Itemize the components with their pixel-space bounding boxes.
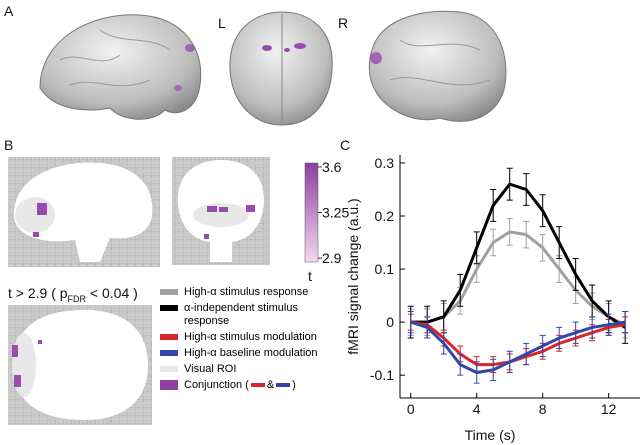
legend: High-α stimulus response α-independent st… [160, 286, 332, 395]
threshold-text: < 0.04 ) [86, 285, 138, 301]
panel-label: A [4, 3, 14, 19]
hemisphere-label: L [218, 15, 226, 31]
legend-swatch [276, 383, 291, 388]
legend-swatch [160, 334, 178, 340]
legend-text: & [266, 379, 275, 391]
legend-item: High-α baseline modulation [160, 347, 332, 360]
legend-swatch [160, 380, 178, 390]
legend-item: α-independent stimulus response [160, 302, 332, 328]
legend-swatch [250, 383, 265, 388]
colorbar-tick-label: 3.25 [322, 205, 349, 221]
series [407, 313, 629, 374]
y-axis-label: fMRI signal change (a.u.) [345, 198, 361, 354]
legend-item: Visual ROI [160, 363, 332, 376]
y-tick-label: 0.1 [375, 261, 395, 277]
hemisphere-label: R [338, 15, 348, 31]
colorbar [304, 162, 319, 263]
colorbar-tick-label: 2.9 [322, 250, 342, 266]
series-line [410, 182, 626, 329]
threshold-text: t > 2.9 ( p [8, 285, 68, 301]
legend-label: High-α baseline modulation [184, 347, 318, 359]
y-tick-label: 0 [386, 314, 394, 330]
legend-swatch [160, 350, 178, 356]
series-line [410, 230, 626, 327]
legend-text: ) [292, 379, 296, 391]
y-tick-label: 0.2 [375, 208, 395, 224]
legend-item: High-α stimulus modulation [160, 331, 332, 344]
legend-swatch [160, 366, 178, 372]
colorbar-label: t [308, 268, 312, 284]
x-tick-label: 4 [473, 401, 481, 417]
y-tick-label: -0.1 [370, 367, 394, 383]
colorbar-tick-label: 3.6 [322, 159, 342, 175]
panel-label: C [340, 137, 350, 153]
legend-label: α-independent stimulus response [184, 302, 298, 327]
series-line [410, 320, 626, 375]
x-tick-label: 8 [539, 401, 547, 417]
y-tick-label: 0.3 [375, 155, 395, 171]
threshold-subscript: FDR [68, 294, 87, 304]
series [407, 218, 629, 339]
legend-text: Conjunction ( [184, 379, 249, 391]
legend-swatch [160, 305, 178, 311]
threshold: t > 2.9 ( pFDR < 0.04 ) [8, 285, 138, 304]
error-bar [622, 311, 629, 334]
x-tick-label: 0 [407, 401, 415, 417]
legend-item: High-α stimulus response [160, 286, 332, 299]
panel-label: B [4, 137, 13, 153]
legend-label: Conjunction ( &) [184, 379, 296, 392]
legend-label: High-α stimulus response [184, 286, 309, 298]
legend-label: High-α stimulus modulation [184, 331, 317, 343]
x-axis-label: Time (s) [465, 427, 516, 443]
brain-renderings [39, 10, 507, 126]
legend-label: Visual ROI [184, 363, 237, 375]
x-tick-label: 12 [601, 401, 617, 417]
legend-swatch [160, 289, 178, 295]
legend-item: Conjunction ( &) [160, 379, 332, 392]
series [407, 311, 629, 384]
glass-brains [8, 157, 270, 425]
